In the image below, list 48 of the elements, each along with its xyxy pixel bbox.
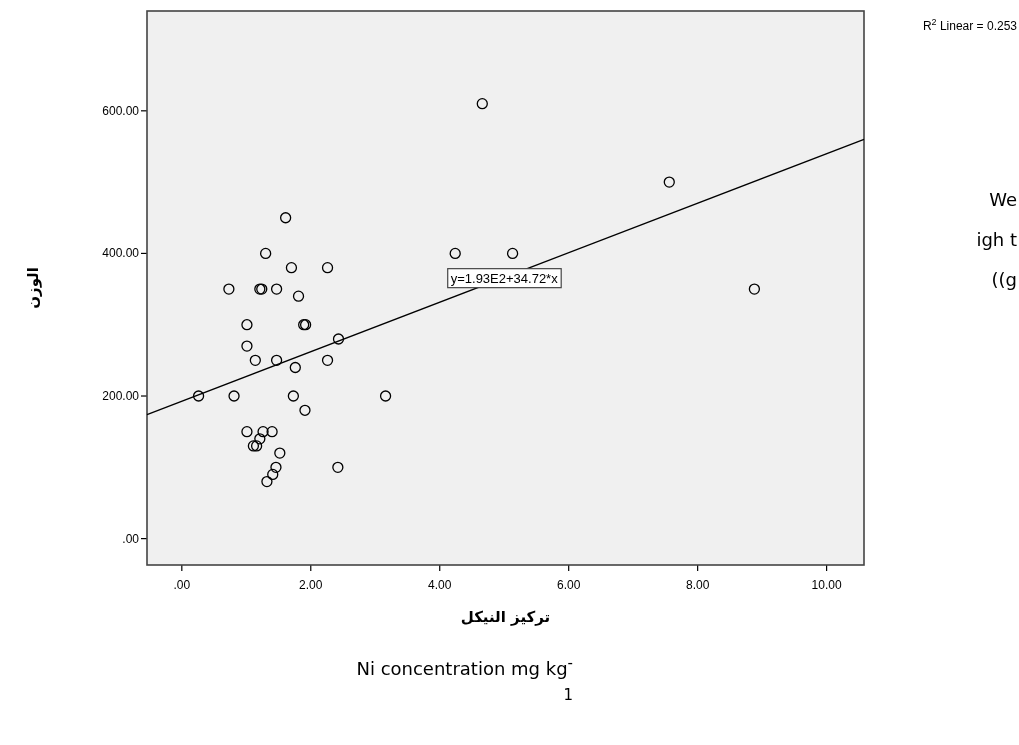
x-axis-title: تركيز النيكل	[460, 608, 551, 626]
x-tick-label: 8.00	[685, 578, 710, 592]
point	[321, 262, 334, 274]
point	[270, 461, 282, 473]
point	[241, 319, 253, 331]
point	[266, 426, 278, 438]
y-axis-title: الوزن	[24, 267, 42, 309]
y-tick-label: 400.00	[102, 246, 140, 261]
y-tick-label: .00	[122, 531, 140, 546]
point	[192, 390, 205, 402]
point	[228, 390, 240, 402]
point	[274, 447, 286, 459]
x-tick-label: .00	[173, 578, 191, 592]
point	[292, 290, 305, 302]
x-tick-label: 4.00	[428, 578, 452, 592]
point	[332, 461, 344, 473]
point	[270, 283, 283, 295]
point	[449, 247, 461, 260]
point	[259, 247, 272, 260]
point	[285, 262, 298, 274]
point	[249, 354, 261, 367]
point	[748, 283, 761, 295]
y-tick-label: 600.00	[102, 103, 140, 118]
point	[299, 404, 311, 416]
x-tick-label: 2.00	[299, 578, 323, 592]
x-tick-label: 10.00	[811, 578, 842, 592]
annotation: y=1.93E2+34.72*x	[450, 270, 559, 286]
point	[663, 176, 675, 188]
point	[476, 98, 488, 110]
y-tick-label: 200.00	[102, 389, 140, 404]
point	[257, 426, 269, 438]
point	[379, 390, 392, 402]
point	[279, 212, 292, 224]
text: R$^{2}$ Linear = 0.253	[922, 17, 1018, 33]
point	[287, 390, 300, 402]
point	[241, 340, 253, 352]
point	[289, 361, 301, 374]
x-tick-label: 6.00	[557, 578, 581, 592]
point	[270, 354, 283, 367]
point	[223, 283, 235, 295]
point	[332, 333, 345, 345]
point	[506, 247, 519, 260]
point	[254, 433, 266, 445]
point	[321, 354, 334, 367]
point	[267, 468, 279, 481]
text: We igh t ((g	[975, 188, 1017, 292]
point	[241, 426, 253, 438]
point	[261, 475, 273, 488]
